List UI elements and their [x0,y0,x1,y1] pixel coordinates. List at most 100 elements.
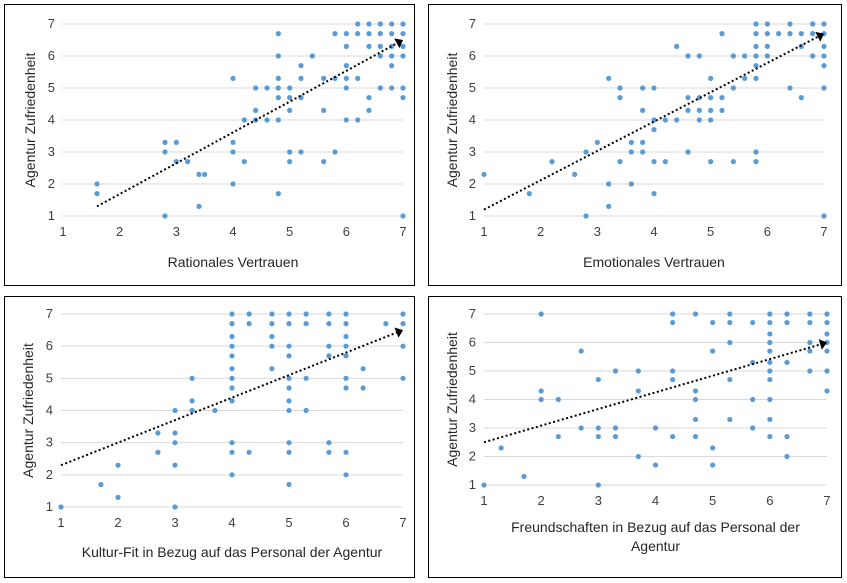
data-point [400,213,406,219]
x-tick-label: 1 [57,515,64,530]
y-tick-label: 3 [48,144,55,159]
x-tick-label: 2 [114,515,121,530]
data-point [821,43,827,50]
data-point [727,319,733,326]
data-point [275,85,281,91]
data-point [640,85,646,91]
data-point [189,398,195,404]
data-point [172,462,178,468]
y-axis-label: Agentur Zufriedenheit [444,332,460,467]
data-point [246,311,252,317]
data-point [685,149,691,155]
y-tick-label: 3 [46,435,53,450]
data-point [321,107,327,113]
data-point [538,396,544,403]
y-tick-label: 3 [469,144,476,159]
data-point [594,139,600,145]
data-point [696,53,702,59]
data-point [753,75,759,81]
data-point [253,85,259,91]
data-point [612,368,619,374]
data-point [651,191,657,197]
data-point [708,75,714,81]
data-point [303,311,309,317]
data-point [389,31,395,37]
data-point [612,433,619,440]
data-point [400,321,406,327]
data-point [595,425,601,431]
data-point [767,319,773,326]
data-point [172,407,178,414]
data-point [595,376,601,383]
y-tick-label: 6 [48,48,55,63]
scatter-panel-emotionales-vertrauen: 1 2 3 4 5 6 7 1 2 3 4 5 6 7 Emotionales Vertrauen Agent… [428,4,842,286]
data-point [269,343,275,349]
data-point [366,21,372,27]
data-point [767,376,773,383]
data-point [229,343,235,349]
data-point [94,191,100,197]
data-point [538,388,544,394]
data-point [343,375,349,381]
data-point [400,343,406,349]
data-point [287,95,293,101]
data-point [807,348,813,354]
data-point [246,449,252,455]
data-point [555,396,561,403]
data-point [635,388,641,394]
data-point [767,433,773,440]
data-point [719,31,725,37]
y-axis-label: Agentur Zufriedenheit [22,53,38,188]
data-point [708,107,714,113]
data-point [526,191,532,197]
data-point [710,319,716,326]
data-point [389,21,395,27]
data-point [824,331,830,337]
data-point [798,95,804,101]
data-point [787,31,793,37]
data-point [326,440,332,446]
data-point [173,139,179,145]
data-point [753,63,759,69]
data-point [172,430,178,436]
x-axis-label: Rationales Vertrauen [168,254,299,270]
data-point [343,117,349,123]
data-point [640,149,646,155]
scatter-chart-2: 1 2 3 4 5 6 7 1 2 3 4 5 6 7 Emotionales Vertrauen Agent… [444,16,828,270]
data-point [481,482,487,488]
data-point [651,159,657,165]
data-point [326,353,332,359]
data-point [355,117,361,123]
data-point [708,95,714,101]
data-point [674,117,680,123]
data-point [753,159,759,165]
data-point [821,85,827,91]
data-point [798,31,804,37]
data-point [767,339,773,346]
data-point [321,159,327,165]
data-point [298,63,304,69]
data-point [332,31,338,37]
data-point [360,366,366,372]
data-point [212,407,218,414]
data-point [400,85,406,91]
data-point [196,203,202,209]
data-point [229,333,235,340]
x-tick-label: 4 [229,224,236,239]
data-point [555,433,561,440]
data-point [807,311,813,317]
data-point [264,117,270,123]
data-point [764,53,770,59]
data-point [750,425,756,431]
x-tick-label: 3 [595,493,602,508]
data-point [287,159,293,165]
data-point [326,343,332,349]
x-tick-label: 3 [173,224,180,239]
scatter-panel-freundschaften: 1 2 3 4 5 6 7 1 2 3 4 5 6 7 Freundschaften in Bezug au… [428,296,842,578]
data-point [710,348,716,354]
x-tick-label: 2 [538,493,545,508]
x-tick-label: 2 [537,224,544,239]
data-point [807,319,813,326]
data-point [652,425,659,431]
data-point [389,63,395,69]
